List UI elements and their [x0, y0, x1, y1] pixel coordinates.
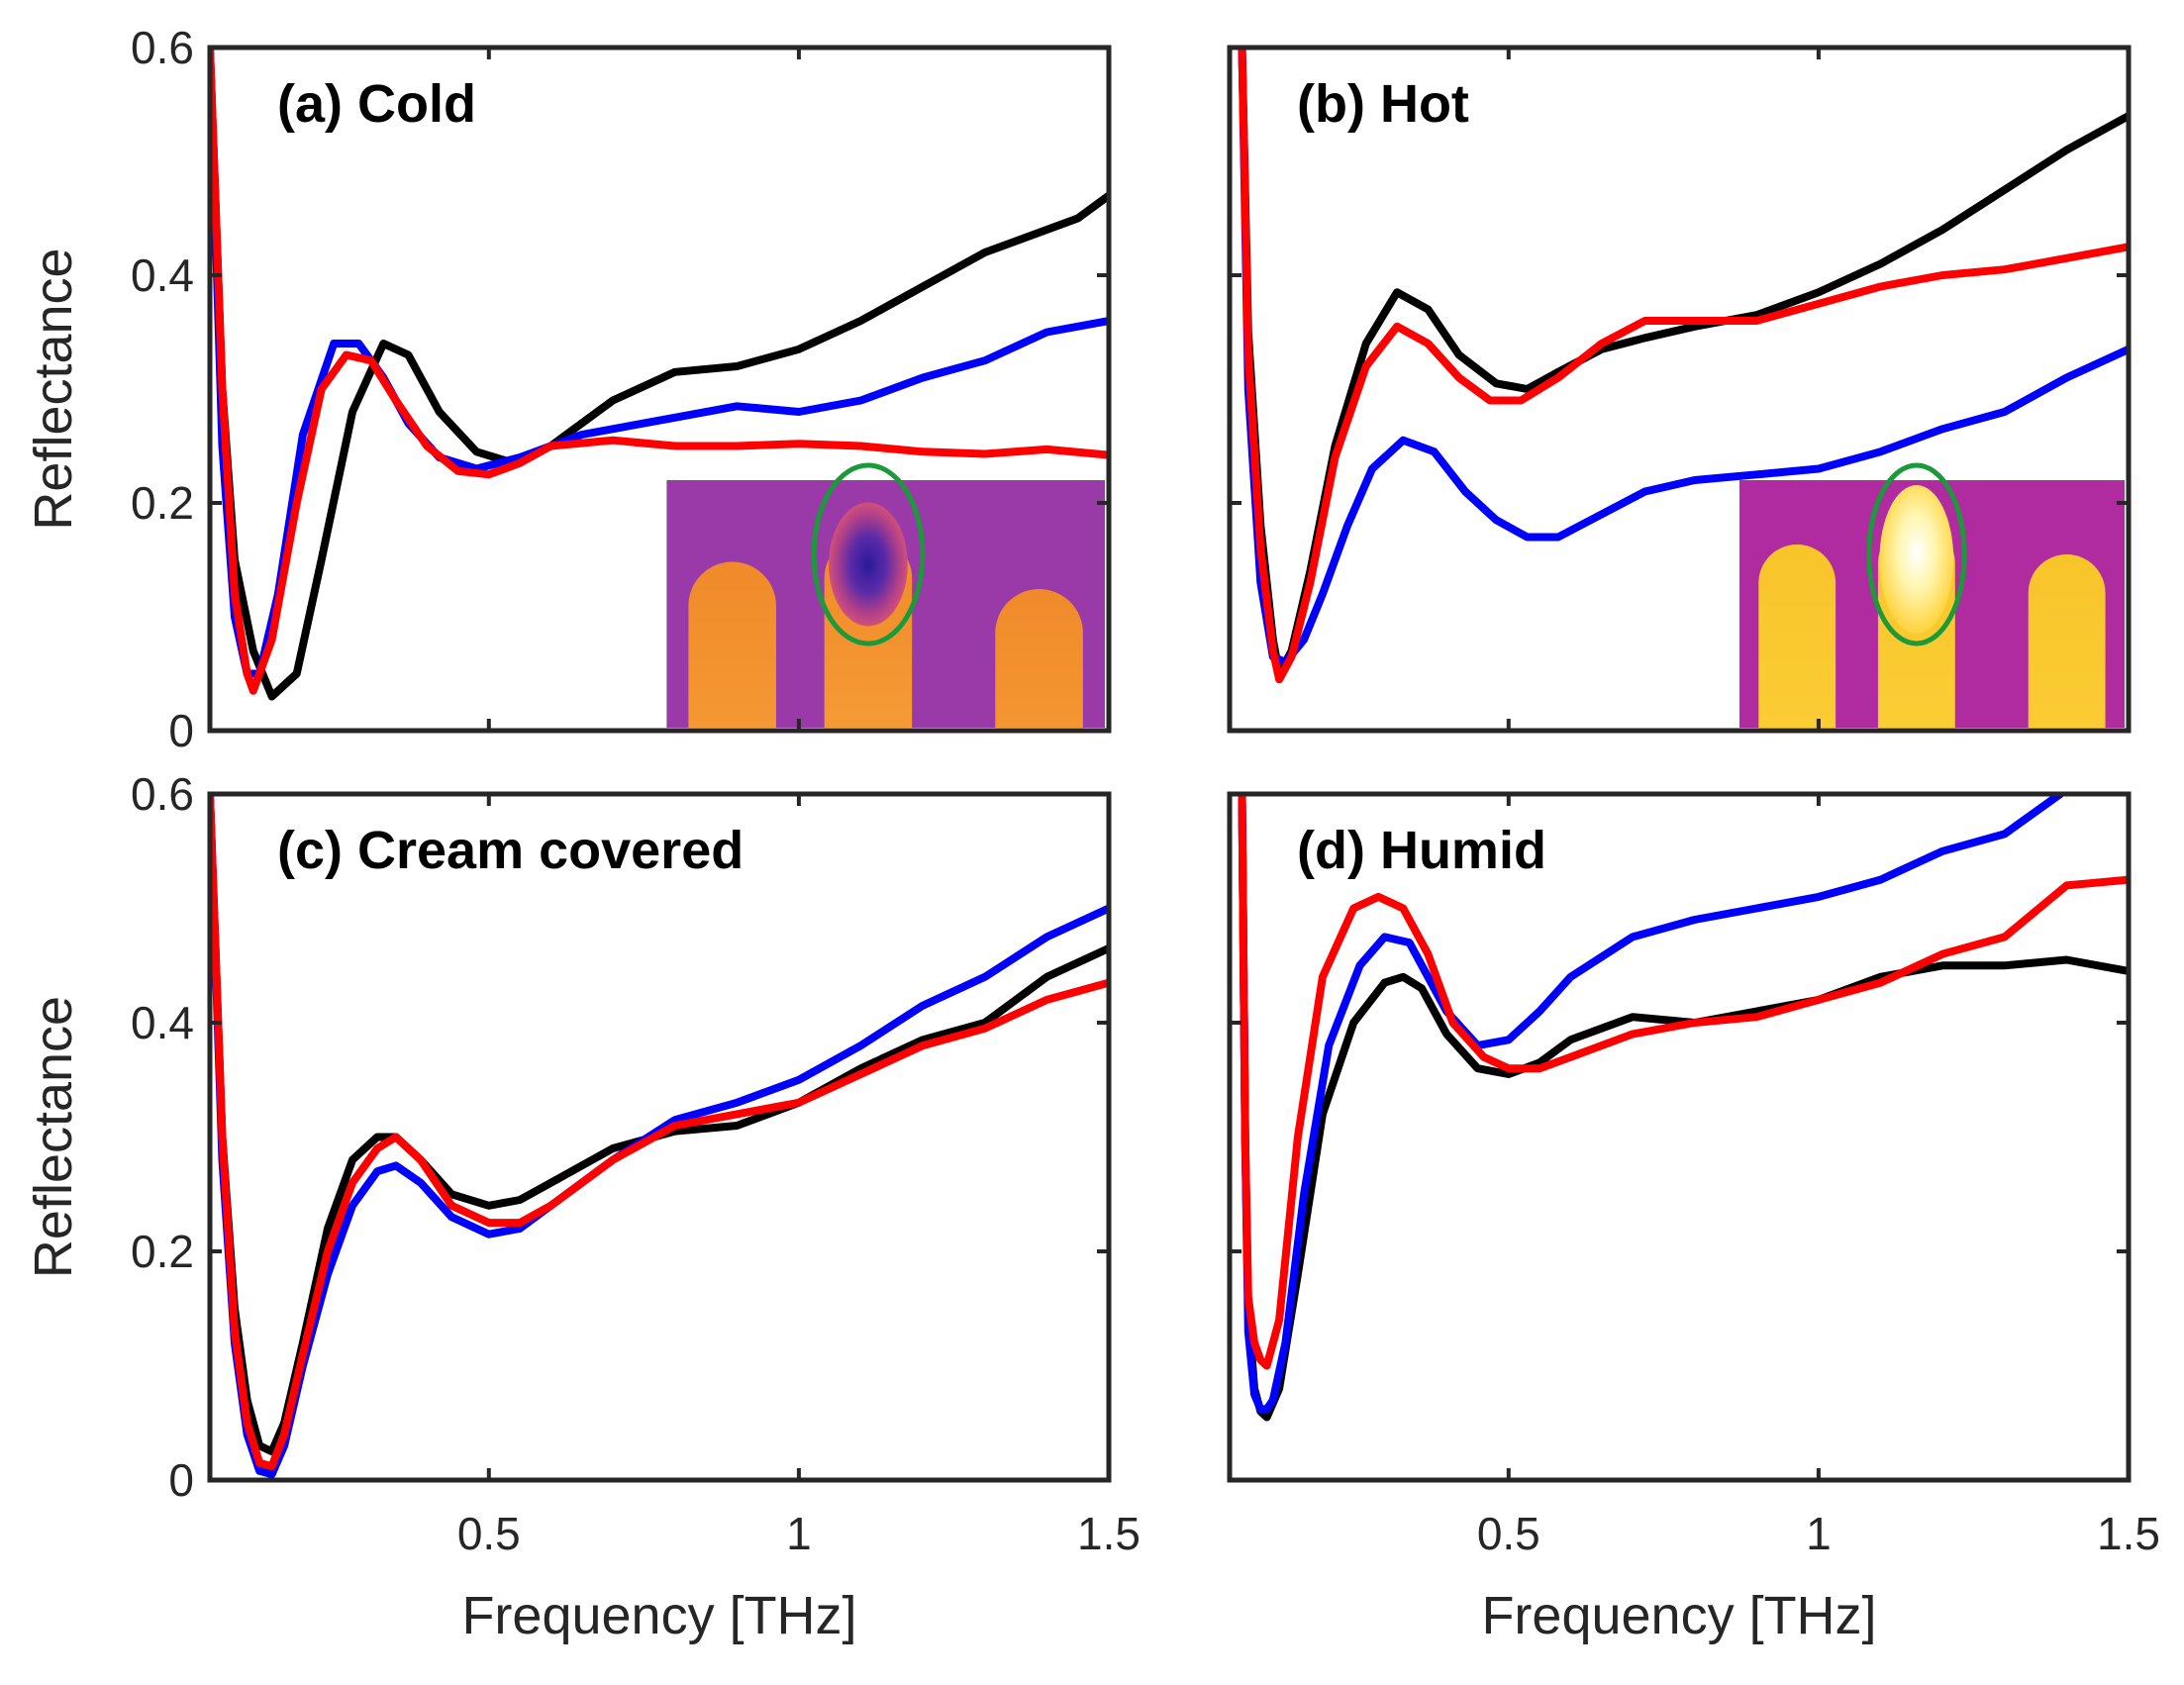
series-line-black [210, 48, 1109, 701]
finger-shape [688, 561, 776, 728]
series-line-black [1238, 794, 2129, 1422]
y-axis-label: Reflectance [24, 996, 83, 1278]
series-group [1238, 794, 2129, 1422]
y-tick-label: 0.6 [131, 22, 194, 73]
y-tick-label: 0 [168, 705, 194, 756]
x-tick-label: 0.5 [457, 1508, 521, 1559]
series-group [1238, 48, 2129, 684]
series-line-blue [1238, 794, 2065, 1414]
series-group [210, 48, 1109, 701]
panel-d: 0.5 1 1.5 (d) Humid Frequency [THz] [1227, 791, 2160, 1645]
series-line-red [1238, 48, 2129, 684]
plot-frame [1227, 791, 2132, 1483]
plot-frame [207, 45, 1112, 734]
panel-title: (c) Cream covered [277, 821, 744, 880]
y-tick-label: 0.6 [131, 768, 194, 820]
series-line-red [1238, 794, 2129, 1370]
finger-shape [1758, 545, 1837, 728]
panel-title: (d) Humid [1297, 821, 1546, 880]
y-tick-label: 0.2 [131, 477, 194, 529]
series-line-red [210, 48, 1109, 695]
panel-b: (b) Hot [1227, 45, 2132, 734]
highlight-circle [811, 462, 926, 646]
cold-spot [829, 502, 908, 627]
x-tick-label: 1.5 [1077, 1508, 1141, 1559]
series-line-blue [210, 794, 1109, 1479]
y-axis-label: Reflectance [24, 248, 83, 530]
hot-spot [1879, 485, 1954, 634]
cold-thermal-inset [666, 462, 1105, 728]
x-tick-label: 0.5 [1477, 1508, 1540, 1559]
series-group [210, 794, 1109, 1479]
y-tick-label: 0.2 [131, 1226, 194, 1277]
hot-thermal-inset [1738, 462, 2125, 728]
plot-frame [1227, 45, 2132, 734]
x-tick-label: 1 [1806, 1508, 1832, 1559]
x-tick-label: 1.5 [2097, 1508, 2160, 1559]
y-tick-label: 0.4 [131, 997, 194, 1048]
x-axis-label: Frequency [THz] [1481, 1586, 1876, 1645]
series-line-red [210, 794, 1109, 1471]
panel-title: (b) Hot [1297, 74, 1469, 134]
highlight-circle [1866, 462, 1967, 646]
finger-shape [2028, 554, 2106, 728]
y-tick-label: 0 [168, 1454, 194, 1506]
x-tick-label: 1 [786, 1508, 812, 1559]
finger-shape [995, 589, 1083, 728]
x-axis-label: Frequency [THz] [461, 1586, 856, 1645]
y-tick-label: 0.4 [131, 249, 194, 301]
series-line-black [210, 794, 1109, 1456]
panel-title: (a) Cold [277, 74, 476, 134]
plot-frame [207, 791, 1112, 1483]
panel-a: 0 0.2 0.4 0.6 (a) Cold Reflectance [24, 22, 1112, 756]
panel-c: 0 0.2 0.4 0.6 0.5 1 1.5 (c) Cream covered Reflec… [24, 768, 1141, 1645]
